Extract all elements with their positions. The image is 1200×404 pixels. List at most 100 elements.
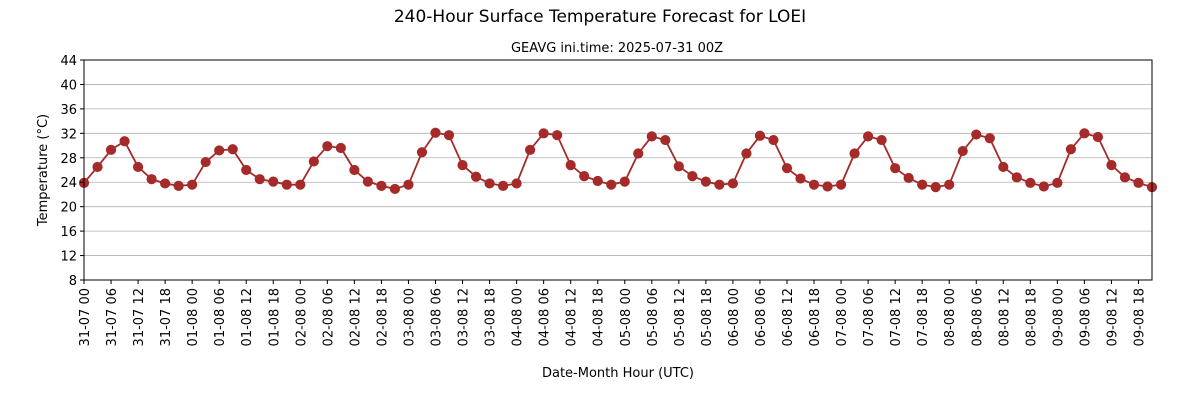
x-tick-label: 31-07 12 — [132, 288, 147, 346]
y-tick-label: 44 — [60, 54, 77, 69]
data-point — [443, 130, 455, 141]
x-tick-label: 04-08 12 — [565, 288, 580, 346]
data-point — [687, 171, 698, 182]
x-tick-label: 07-08 00 — [835, 288, 850, 346]
data-point — [146, 174, 157, 185]
data-point — [376, 180, 387, 191]
data-point — [1011, 172, 1022, 183]
data-point — [484, 178, 495, 189]
data-point — [92, 161, 103, 173]
data-point — [1106, 160, 1117, 171]
x-tick-label: 05-08 18 — [700, 288, 715, 346]
y-tick-label: 8 — [69, 274, 77, 289]
data-point — [1025, 177, 1036, 188]
data-point — [944, 179, 955, 190]
data-point — [416, 147, 428, 158]
data-point — [200, 156, 211, 168]
data-point — [835, 179, 847, 190]
data-point — [619, 176, 630, 187]
x-tick-label: 03-08 06 — [429, 288, 444, 346]
data-point — [511, 178, 522, 189]
series-temperature — [78, 127, 1158, 195]
y-axis-label: Temperature (°C) — [36, 114, 51, 227]
data-point — [633, 148, 644, 159]
x-tick-label: 06-08 18 — [808, 288, 823, 346]
x-tick-label: 09-08 12 — [1105, 288, 1120, 346]
x-tick-label: 04-08 06 — [538, 288, 553, 346]
x-tick-label: 09-08 00 — [1051, 288, 1066, 346]
data-point — [268, 176, 279, 187]
data-point — [930, 182, 941, 193]
x-tick-label: 31-07 18 — [159, 288, 174, 346]
x-tick-label: 08-08 00 — [943, 288, 958, 346]
data-point — [308, 156, 319, 167]
data-point — [741, 148, 752, 159]
data-point — [971, 129, 982, 140]
x-axis-label: Date-Month Hour (UTC) — [542, 366, 694, 381]
y-tick-label: 12 — [60, 250, 77, 265]
data-point — [119, 136, 130, 147]
data-point — [214, 145, 225, 156]
data-point — [254, 174, 265, 185]
data-point — [606, 179, 617, 190]
x-tick-label: 03-08 00 — [402, 288, 417, 346]
y-tick-label: 28 — [60, 152, 77, 167]
data-point — [525, 144, 536, 155]
data-point — [430, 127, 441, 138]
data-point — [295, 179, 306, 190]
data-point — [1092, 131, 1104, 143]
data-point — [362, 176, 373, 187]
data-point — [646, 131, 657, 142]
data-point — [160, 178, 171, 189]
data-point — [768, 134, 779, 146]
data-point — [592, 175, 603, 187]
data-point — [389, 183, 401, 195]
data-point — [1038, 181, 1049, 192]
data-point — [1052, 177, 1063, 188]
data-point — [403, 179, 414, 190]
data-point — [808, 179, 820, 190]
data-point — [538, 128, 549, 139]
data-point — [822, 181, 833, 192]
data-point — [673, 161, 684, 172]
chart-subtitle: GEAVG ini.time: 2025-07-31 00Z — [511, 41, 723, 56]
data-point — [565, 160, 576, 171]
plot-frame — [83, 59, 1153, 281]
x-tick-label: 04-08 00 — [511, 288, 526, 346]
data-point — [497, 180, 509, 191]
data-point — [187, 179, 198, 190]
x-tick-label: 08-08 06 — [970, 288, 985, 346]
x-tick-label: 03-08 18 — [484, 288, 499, 346]
data-point — [1065, 144, 1076, 155]
y-axis: 8 12 16 20 24 28 32 36 40 44 — [60, 54, 84, 289]
x-tick-label: 01-08 12 — [240, 288, 255, 346]
y-tick-label: 24 — [60, 176, 77, 191]
x-tick-label: 01-08 18 — [267, 288, 282, 346]
data-point — [552, 130, 563, 141]
y-tick-label: 40 — [60, 78, 77, 93]
data-point — [1133, 177, 1144, 188]
x-axis: 31-07 00 31-07 06 31-07 12 31-07 18 01-08 00… — [78, 280, 1147, 346]
x-tick-label: 09-08 18 — [1132, 288, 1147, 346]
data-point — [105, 144, 117, 155]
data-point — [781, 163, 793, 174]
x-tick-label: 02-08 18 — [375, 288, 390, 346]
x-tick-label: 01-08 00 — [186, 288, 201, 346]
y-tick-label: 16 — [60, 225, 77, 240]
data-point — [457, 160, 468, 171]
x-tick-label: 06-08 12 — [781, 288, 796, 346]
x-tick-label: 31-07 00 — [78, 288, 93, 346]
data-point — [890, 163, 901, 174]
data-point — [281, 179, 292, 190]
data-point — [998, 161, 1009, 173]
data-point — [470, 171, 482, 182]
y-tick-label: 36 — [60, 103, 77, 118]
data-point — [849, 148, 860, 159]
x-tick-label: 07-08 06 — [862, 288, 877, 346]
data-point — [227, 144, 238, 155]
data-point — [1079, 128, 1090, 139]
x-tick-label: 02-08 06 — [321, 288, 336, 346]
chart-title: 240-Hour Surface Temperature Forecast fo… — [394, 7, 806, 27]
data-point — [700, 176, 711, 187]
